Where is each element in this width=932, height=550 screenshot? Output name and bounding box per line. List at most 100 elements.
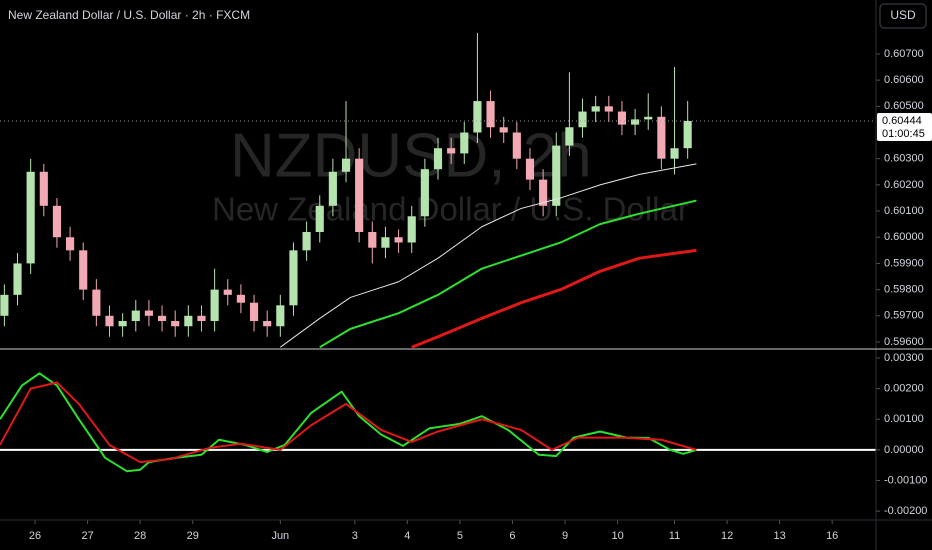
- candle-body: [552, 145, 561, 206]
- y-tick-label: 0.00300: [884, 352, 924, 364]
- candle-body: [52, 205, 62, 238]
- candle-body: [512, 132, 521, 159]
- candle-body: [644, 116, 653, 120]
- y-tick-label: 0.60600: [884, 74, 924, 86]
- x-tick-label: 12: [721, 530, 733, 542]
- y-tick-label: -0.00100: [884, 474, 927, 486]
- y-tick-label: 0.59800: [884, 284, 924, 296]
- candle-body: [276, 305, 285, 327]
- y-tick-label: 0.60200: [884, 179, 924, 191]
- y-tick-label: 0.00000: [884, 444, 924, 456]
- x-tick-label: 10: [611, 530, 623, 542]
- y-tick-label: 0.60000: [884, 231, 924, 243]
- x-tick-label: 13: [774, 530, 786, 542]
- candle-body: [539, 179, 548, 206]
- y-tick-label: -0.00200: [884, 505, 927, 517]
- moving-average: [280, 163, 697, 348]
- candle-body: [131, 310, 140, 322]
- candle-body: [420, 169, 429, 217]
- candle-body: [184, 315, 193, 327]
- x-tick-label: 16: [826, 530, 838, 542]
- currency-button[interactable]: [879, 3, 927, 29]
- candle-body: [92, 289, 101, 316]
- candle-body: [525, 158, 535, 180]
- last-price-box: [877, 112, 932, 141]
- candle-body: [263, 321, 272, 327]
- candle-body: [328, 171, 337, 206]
- indicator-line: [0, 372, 697, 473]
- candle-body: [249, 302, 259, 322]
- y-tick-label: 0.60300: [884, 153, 924, 165]
- x-tick-label: 28: [134, 530, 146, 542]
- candle-body: [105, 315, 114, 327]
- x-tick-label: 26: [29, 530, 41, 542]
- y-tick-label: 0.59900: [884, 257, 924, 269]
- candle-body: [236, 294, 245, 303]
- candle-body: [670, 148, 679, 159]
- y-tick-label: 0.00100: [884, 413, 924, 425]
- candle-body: [604, 106, 613, 112]
- candle-body: [157, 315, 167, 322]
- y-tick-label: 0.60100: [884, 205, 924, 217]
- candle-body: [0, 294, 9, 316]
- candle-body: [591, 106, 600, 112]
- y-tick-label: 0.59700: [884, 310, 924, 322]
- candle-body: [657, 116, 666, 159]
- candle-body: [341, 158, 351, 172]
- candle-body: [460, 132, 469, 154]
- indicator-line: [0, 381, 697, 464]
- candle-body: [447, 148, 456, 154]
- chart-title: New Zealand Dollar / U.S. Dollar · 2h · …: [8, 8, 250, 22]
- y-tick-label: 0.60500: [884, 100, 924, 112]
- candle-body: [315, 205, 324, 232]
- candle-body: [368, 232, 377, 248]
- candle-body: [118, 321, 127, 327]
- x-tick-label: 29: [187, 530, 199, 542]
- candle-body: [13, 263, 22, 295]
- x-tick-label: 6: [509, 530, 515, 542]
- candle-body: [473, 101, 482, 133]
- candle-body: [407, 216, 416, 243]
- watermark-description: New Zealand Dollar / U.S. Dollar: [212, 191, 689, 228]
- candle-body: [631, 119, 640, 125]
- x-tick-label: 4: [404, 530, 410, 542]
- y-tick-label: 0.00200: [884, 383, 924, 395]
- moving-average: [411, 248, 697, 348]
- y-tick-label: 0.60700: [884, 48, 924, 60]
- y-tick-label: 0.59600: [884, 336, 924, 348]
- candle-body: [144, 310, 153, 316]
- candle-body: [302, 232, 311, 251]
- x-tick-label: 27: [81, 530, 93, 542]
- candle-body: [171, 321, 180, 327]
- candle-body: [578, 111, 587, 128]
- currency-label[interactable]: USD: [890, 8, 916, 22]
- watermark-symbol: NZDUSD, 2h: [230, 121, 592, 190]
- x-tick-label: Jun: [271, 530, 289, 542]
- candle-body: [355, 158, 364, 232]
- candle-body: [617, 111, 627, 125]
- x-tick-label: 9: [562, 530, 568, 542]
- moving-average: [319, 199, 697, 348]
- x-tick-label: 5: [457, 530, 463, 542]
- candle-body: [499, 127, 508, 133]
- candle-body: [66, 237, 75, 251]
- last-price-label: 0.60444: [882, 115, 922, 127]
- x-tick-label: 3: [352, 530, 358, 542]
- candle-body: [486, 101, 495, 128]
- candle-body: [39, 171, 48, 206]
- candle-body: [394, 237, 403, 243]
- candle-body: [223, 289, 232, 295]
- candle-body: [381, 237, 390, 248]
- x-tick-label: 11: [669, 530, 680, 542]
- countdown-label: 01:00:45: [882, 128, 925, 140]
- candle-body: [565, 127, 574, 146]
- plot-layer: 0.60700 0.60600 0.60500 0.60300 0.60200 0.601…: [0, 32, 932, 542]
- candle-body: [683, 120, 692, 149]
- candle-body: [79, 250, 88, 290]
- candle-body: [197, 315, 206, 322]
- price-pane: [0, 32, 697, 348]
- candle-body: [289, 250, 298, 306]
